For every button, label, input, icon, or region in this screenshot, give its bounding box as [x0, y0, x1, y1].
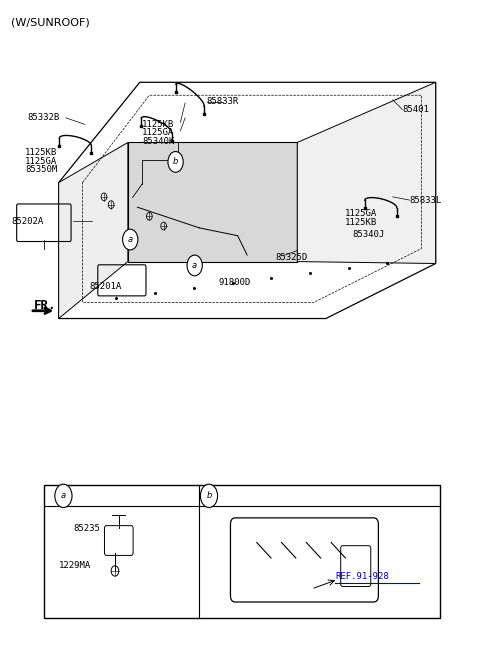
Text: 91800D: 91800D	[218, 278, 251, 287]
Polygon shape	[128, 142, 297, 261]
Text: 1125GA: 1125GA	[25, 157, 58, 166]
Text: 85202A: 85202A	[11, 217, 43, 226]
Text: 1125KB: 1125KB	[142, 120, 174, 129]
Text: 85332B: 85332B	[28, 113, 60, 122]
Polygon shape	[59, 142, 128, 318]
Text: 1125KB: 1125KB	[345, 218, 377, 227]
Text: 85833R: 85833R	[206, 98, 239, 106]
Text: b: b	[173, 157, 178, 166]
Circle shape	[200, 484, 217, 508]
Text: a: a	[61, 491, 66, 500]
Text: 85325D: 85325D	[276, 253, 308, 261]
Circle shape	[187, 255, 202, 276]
Text: a: a	[128, 235, 133, 244]
Text: 85201A: 85201A	[90, 281, 122, 291]
Text: a: a	[192, 261, 197, 270]
Circle shape	[122, 229, 138, 250]
Text: REF.91-928: REF.91-928	[336, 571, 389, 580]
Text: FR.: FR.	[34, 299, 56, 312]
Text: 1229MA: 1229MA	[59, 561, 91, 570]
Text: 1125GA: 1125GA	[345, 209, 377, 218]
Text: 85340J: 85340J	[352, 230, 384, 239]
Text: 85833L: 85833L	[409, 196, 442, 205]
Polygon shape	[297, 83, 436, 263]
Text: b: b	[206, 491, 212, 500]
Text: 85235: 85235	[73, 525, 100, 534]
Text: 85401: 85401	[402, 105, 429, 114]
Text: (W/SUNROOF): (W/SUNROOF)	[11, 18, 90, 27]
Text: 1125GA: 1125GA	[142, 128, 174, 137]
Circle shape	[55, 484, 72, 508]
Text: 85340K: 85340K	[142, 136, 174, 146]
Circle shape	[168, 151, 183, 172]
Text: 85350M: 85350M	[25, 165, 58, 174]
Text: 1125KB: 1125KB	[25, 148, 58, 157]
